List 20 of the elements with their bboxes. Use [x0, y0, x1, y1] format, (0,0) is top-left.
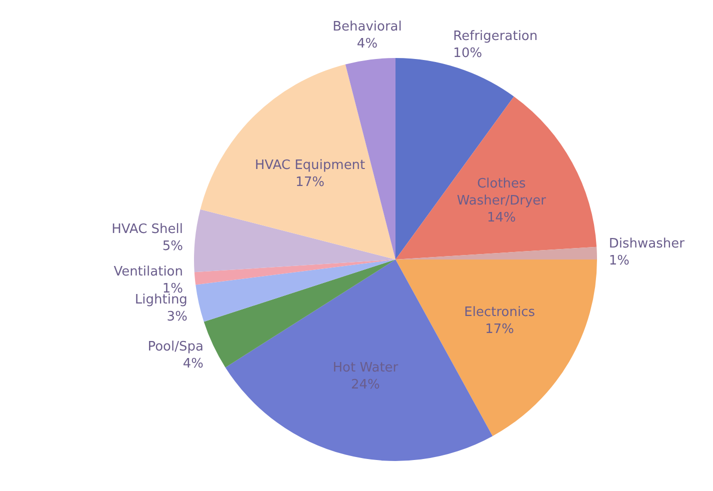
slice-label: Electronics [464, 304, 536, 320]
slice-label: HVAC Shell [112, 222, 183, 238]
slice-label: Pool/Spa [148, 339, 204, 354]
slice-label: Ventilation [114, 264, 183, 280]
data-label: 14% [486, 210, 516, 226]
data-label: 5% [162, 239, 183, 254]
data-label: 4% [182, 356, 204, 372]
slice-label: Clothes Washer/Dryer [456, 176, 547, 209]
data-label: 17% [485, 322, 514, 337]
slice-label: Refrigeration [453, 28, 538, 44]
data-label: 3% [166, 310, 188, 325]
slice-label: Hot Water [332, 360, 399, 376]
data-label: 17% [296, 174, 324, 190]
data-label: 4% [356, 36, 378, 52]
slice-label: HVAC Equipment [254, 158, 366, 173]
slice-label: Behavioral [332, 20, 402, 35]
slice-label: Dishwasher [608, 236, 686, 252]
data-label: 24% [350, 377, 380, 392]
data-label: 1% [608, 253, 630, 268]
data-label: 10% [453, 46, 482, 61]
